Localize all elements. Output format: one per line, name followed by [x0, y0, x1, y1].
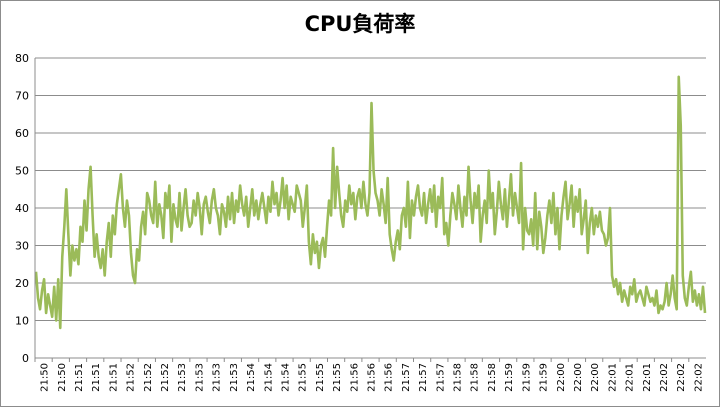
x-tick-label: 21:50 — [40, 363, 51, 392]
x-tick-label: 21:51 — [108, 363, 119, 392]
y-tick-label: 20 — [15, 277, 29, 290]
x-tick-label: 21:53 — [194, 363, 205, 392]
x-tick-label: 21:52 — [143, 363, 154, 392]
x-tick-label: 21:54 — [246, 363, 257, 392]
x-tick-label: 22:01 — [625, 363, 636, 392]
series-line — [34, 75, 707, 330]
x-tick-label: 21:56 — [367, 363, 378, 392]
x-axis-ticks: 21:50 21:50 21:51 21:51 21:51 21:52 21:52 21:52… — [34, 358, 704, 392]
x-tick-label: 21:57 — [418, 363, 429, 392]
x-tick-label: 21:59 — [521, 363, 532, 392]
x-tick-label: 21:59 — [504, 363, 515, 392]
y-tick-label: 40 — [15, 202, 29, 215]
x-tick-label: 21:54 — [263, 363, 274, 392]
x-tick-label: 21:54 — [280, 363, 291, 392]
series-layer — [34, 75, 707, 330]
x-tick-label: 22:02 — [693, 363, 704, 392]
axes — [34, 58, 706, 359]
x-tick-label: 21:51 — [91, 363, 102, 392]
x-tick-label: 21:56 — [349, 363, 360, 392]
x-tick-label: 21:52 — [160, 363, 171, 392]
x-tick-label: 21:57 — [401, 363, 412, 392]
x-tick-label: 21:50 — [57, 363, 68, 392]
x-tick-label: 21:55 — [298, 363, 309, 392]
x-tick-label: 21:52 — [126, 363, 137, 392]
x-tick-label: 22:02 — [659, 363, 670, 392]
y-tick-label: 80 — [15, 52, 29, 65]
x-tick-label: 21:58 — [453, 363, 464, 392]
y-tick-label: 50 — [15, 165, 29, 178]
x-tick-label: 22:01 — [642, 363, 653, 392]
x-tick-label: 22:00 — [573, 363, 584, 392]
x-tick-label: 21:53 — [212, 363, 223, 392]
y-tick-label: 30 — [15, 240, 29, 253]
y-tick-label: 10 — [15, 315, 29, 328]
x-tick-label: 22:02 — [676, 363, 687, 392]
x-tick-label: 21:56 — [384, 363, 395, 392]
x-tick-label: 21:55 — [332, 363, 343, 392]
x-tick-label: 21:59 — [539, 363, 550, 392]
x-tick-label: 21:53 — [229, 363, 240, 392]
y-tick-label: 60 — [15, 127, 29, 140]
y-tick-label: 70 — [15, 90, 29, 103]
x-tick-label: 21:55 — [315, 363, 326, 392]
y-axis-ticks: 0 10 20 30 40 50 60 70 80 — [15, 52, 29, 365]
chart-title: CPU負荷率 — [304, 12, 416, 36]
x-tick-label: 22:00 — [590, 363, 601, 392]
x-tick-label: 21:51 — [74, 363, 85, 392]
x-tick-label: 21:53 — [177, 363, 188, 392]
x-tick-label: 21:58 — [487, 363, 498, 392]
x-tick-label: 22:00 — [556, 363, 567, 392]
y-tick-label: 0 — [22, 352, 29, 365]
x-tick-label: 21:58 — [470, 363, 481, 392]
x-tick-label: 22:01 — [607, 363, 618, 392]
x-tick-label: 21:57 — [435, 363, 446, 392]
